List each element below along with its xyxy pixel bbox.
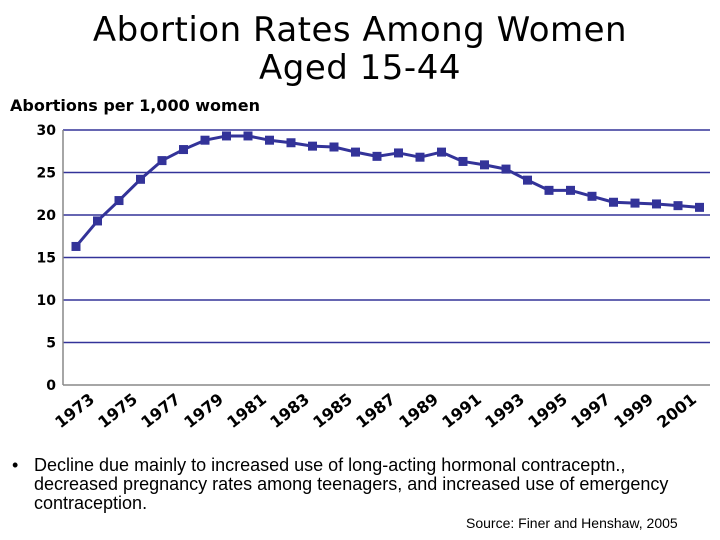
x-tick-label: 1987 [352,389,399,431]
data-point [501,164,511,174]
data-point [372,151,382,161]
bullet-marker: • [12,455,19,475]
data-point [566,185,575,195]
y-tick-label: 0 [46,378,56,394]
data-point [93,216,102,226]
data-point [609,197,618,207]
data-point [286,138,296,148]
data-point [415,152,425,162]
y-tick-label: 20 [37,208,57,224]
x-tick-label: 1993 [481,389,528,431]
data-point [544,185,554,195]
data-point [523,175,532,185]
data-point [630,198,640,208]
data-point [458,156,468,166]
x-tick-label: 2001 [653,389,700,431]
x-tick-label: 1999 [610,389,657,431]
chart-title-line-1: Abortion Rates Among Women [92,10,628,50]
data-point [265,135,274,145]
x-tick-label: 1989 [395,389,442,431]
data-point [673,201,683,211]
series-line [74,134,700,248]
data-point [351,147,360,157]
data-point [587,191,597,201]
data-point [308,141,317,151]
x-tick-label: 1995 [524,389,571,431]
x-tick-label: 1979 [180,389,227,431]
data-point [136,174,145,184]
x-tick-label: 1973 [51,389,98,431]
data-point [437,147,446,157]
chart-title-line-2: Aged 15-44 [259,48,461,88]
data-point [179,145,188,155]
data-point [695,202,704,212]
y-tick-label: 10 [37,293,57,309]
line-chart: 0 5 10 15 20 25 30 1973197519771979198119831985… [37,123,710,432]
data-point [157,156,167,166]
x-tick-label: 1981 [223,389,270,431]
data-point [114,196,124,206]
data-point [652,199,661,209]
x-tick-label: 1991 [438,389,485,431]
bullet-text: Decline due mainly to increased use of l… [34,455,669,513]
data-point [480,160,489,170]
y-tick-label: 25 [37,166,56,182]
x-tick-label: 1985 [309,389,356,431]
x-tick-label: 1997 [567,389,614,431]
x-tick-label: 1983 [266,389,313,431]
data-point [394,148,403,158]
y-axis-label: Abortions per 1,000 women [10,96,260,115]
x-tick-label: 1975 [94,389,141,431]
y-tick-label: 15 [37,251,56,267]
data-point [200,135,210,145]
data-point [71,241,81,251]
x-tick-label: 1977 [137,389,184,431]
y-tick-label: 30 [37,123,57,139]
data-point [222,131,231,141]
data-point [329,142,339,152]
y-tick-label: 5 [46,336,56,352]
data-point [243,131,253,141]
source-citation: Source: Finer and Henshaw, 2005 [466,515,678,531]
